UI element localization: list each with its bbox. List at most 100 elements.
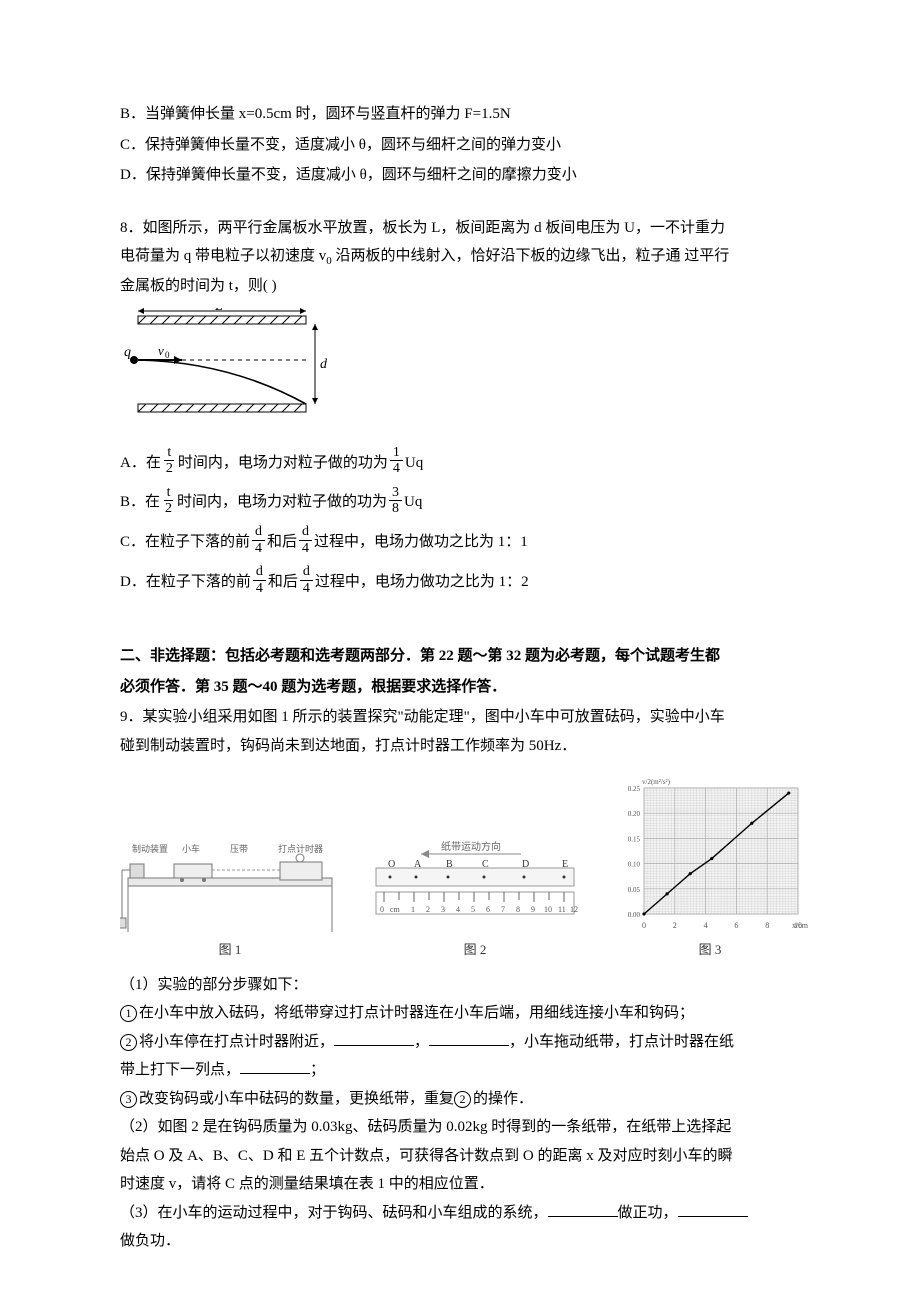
svg-text:0.20: 0.20 bbox=[628, 810, 641, 818]
svg-text:x/cm: x/cm bbox=[792, 921, 809, 930]
fraction: t2 bbox=[162, 485, 175, 517]
fraction: d4 bbox=[299, 524, 312, 556]
q8-option-a: A．在 t2 时间内，电场力对粒子做的功为 14 Uq bbox=[120, 447, 810, 479]
q8-intro-line2: 电荷量为 q 带电粒子以初速度 v0 沿两板的中线射入，恰好沿下板的边缘飞出，粒… bbox=[120, 242, 810, 272]
q9-intro-line2: 碰到制动装置时，钩码尚未到达地面，打点计时器工作频率为 50Hz． bbox=[120, 732, 810, 761]
q7-option-b: B．当弹簧伸长量 x=0.5cm 时，圆环与竖直杆的弹力 F=1.5N bbox=[120, 100, 810, 129]
q8-a-prefix: A．在 bbox=[120, 449, 161, 478]
q8-c-2: 和后 bbox=[267, 528, 297, 557]
q9-fig3: 02468100.000.050.100.150.200.25x/cmv/2(m… bbox=[610, 774, 810, 963]
q9-part3-line2: 做负功． bbox=[120, 1227, 810, 1256]
q8-b-prefix: B．在 bbox=[120, 488, 160, 517]
q9-step2-a: 将小车停在打点计时器附近， bbox=[139, 1034, 334, 1050]
fraction: 14 bbox=[390, 445, 403, 477]
svg-text:E: E bbox=[562, 859, 568, 870]
q9-step2-d: 带上打下一列点， bbox=[120, 1062, 240, 1078]
svg-text:7: 7 bbox=[501, 905, 505, 914]
q8-d-3: 过程中，电场力做功之比为 1：2 bbox=[315, 568, 529, 597]
svg-text:2: 2 bbox=[673, 921, 677, 930]
svg-text:L: L bbox=[214, 308, 223, 314]
q9-step3: 3改变钩码或小车中砝码的数量，更换纸带，重复2的操作． bbox=[120, 1085, 810, 1114]
q8-option-d: D．在粒子下落的前 d4 和后 d4 过程中，电场力做功之比为 1：2 bbox=[120, 566, 810, 598]
q9-figure-row: 制动装置 小车 压带 打点计时器 图 1 纸带运动方向 O A B C D E bbox=[120, 774, 810, 963]
q9-part2-line2: 始点 O 及 A、B、C、D 和 E 五个计数点，可获得各计数点到 O 的距离 … bbox=[120, 1142, 810, 1171]
q8-d-2: 和后 bbox=[268, 568, 298, 597]
q9-part3-1: （3）在小车的运动过程中，对于钩码、砝码和小车组成的系统， bbox=[120, 1205, 548, 1221]
svg-text:1: 1 bbox=[411, 905, 415, 914]
q8-b-tail: Uq bbox=[404, 488, 422, 517]
q8-intro-2a: 电荷量为 q 带电粒子以初速度 v bbox=[120, 248, 326, 264]
blank-field[interactable] bbox=[334, 1031, 414, 1046]
svg-text:0.25: 0.25 bbox=[628, 785, 641, 793]
q9-step1-text: 在小车中放入砝码，将纸带穿过打点计时器连在小车后端，用细线连接小车和钩码； bbox=[139, 1005, 694, 1021]
q9-step2-line2: 带上打下一列点， ； bbox=[120, 1056, 810, 1085]
q9-step3-a: 改变钩码或小车中砝码的数量，更换纸带，重复 bbox=[139, 1091, 454, 1107]
circled-2b: 2 bbox=[454, 1091, 471, 1108]
q8-d-1: D．在粒子下落的前 bbox=[120, 568, 251, 597]
svg-text:5: 5 bbox=[471, 905, 475, 914]
svg-text:0.05: 0.05 bbox=[628, 886, 641, 894]
fig3-caption: 图 3 bbox=[699, 938, 722, 963]
svg-text:10: 10 bbox=[544, 905, 552, 914]
svg-text:C: C bbox=[482, 859, 489, 870]
svg-text:v/2(m²/s²): v/2(m²/s²) bbox=[642, 778, 671, 786]
q8-figure: L q v 0 d bbox=[120, 308, 810, 437]
fraction: d4 bbox=[253, 564, 266, 596]
q8-intro-line3: 金属板的时间为 t，则( ) bbox=[120, 272, 810, 301]
svg-text:B: B bbox=[446, 859, 453, 870]
q9-part2-line1: （2）如图 2 是在钩码质量为 0.03kg、砝码质量为 0.02kg 时得到的… bbox=[120, 1113, 810, 1142]
fraction: d4 bbox=[300, 564, 313, 596]
svg-text:小车: 小车 bbox=[182, 843, 200, 854]
blank-field[interactable] bbox=[429, 1031, 509, 1046]
q9-part3-line1: （3）在小车的运动过程中，对于钩码、砝码和小车组成的系统， 做正功， bbox=[120, 1199, 810, 1228]
q9-step2-e: ； bbox=[310, 1062, 325, 1078]
svg-text:0.15: 0.15 bbox=[628, 835, 641, 843]
svg-text:cm: cm bbox=[390, 905, 401, 914]
blank-field[interactable] bbox=[678, 1202, 748, 1217]
q8-c-3: 过程中，电场力做功之比为 1：1 bbox=[314, 528, 528, 557]
q8-option-c: C．在粒子下落的前 d4 和后 d4 过程中，电场力做功之比为 1：1 bbox=[120, 526, 810, 558]
fig2-caption: 图 2 bbox=[464, 938, 487, 963]
q9-step2-b: ， bbox=[414, 1034, 429, 1050]
circled-3: 3 bbox=[120, 1091, 137, 1108]
svg-text:制动装置: 制动装置 bbox=[132, 843, 168, 854]
q8-intro-line1: 8．如图所示，两平行金属板水平放置，板长为 L，板间距离为 d 板间电压为 U，… bbox=[120, 214, 810, 243]
svg-text:8: 8 bbox=[765, 921, 769, 930]
svg-text:9: 9 bbox=[531, 905, 535, 914]
q9-step3-b: 的操作． bbox=[473, 1091, 533, 1107]
svg-text:d: d bbox=[320, 357, 328, 372]
svg-text:压带: 压带 bbox=[230, 844, 248, 854]
section2-header-line1: 二、非选择题：包括必考题和选考题两部分．第 22 题～第 32 题为必考题，每个… bbox=[120, 642, 810, 671]
svg-text:6: 6 bbox=[734, 921, 738, 930]
svg-text:4: 4 bbox=[704, 921, 708, 930]
blank-field[interactable] bbox=[548, 1202, 618, 1217]
svg-text:纸带运动方向: 纸带运动方向 bbox=[441, 840, 501, 853]
q9-step2-c: ，小车拖动纸带，打点计时器在纸 bbox=[509, 1034, 734, 1050]
blank-field[interactable] bbox=[240, 1059, 310, 1074]
q7-option-d: D．保持弹簧伸长量不变，适度减小 θ，圆环与细杆之间的摩擦力变小 bbox=[120, 161, 810, 190]
q8-a-tail: Uq bbox=[405, 449, 423, 478]
svg-text:2: 2 bbox=[426, 905, 430, 914]
svg-text:8: 8 bbox=[516, 905, 520, 914]
q8-intro-2b: 沿两板的中线射入，恰好沿下板的边缘飞出，粒子通 过平行 bbox=[332, 248, 730, 264]
svg-text:v: v bbox=[158, 343, 164, 358]
svg-text:11: 11 bbox=[558, 905, 566, 914]
q9-part2-line3: 时速度 v，请将 C 点的测量结果填在表 1 中的相应位置． bbox=[120, 1170, 810, 1199]
fraction: t2 bbox=[163, 445, 176, 477]
q9-part3-2: 做正功， bbox=[618, 1205, 678, 1221]
q9-step-header: （1）实验的部分步骤如下： bbox=[120, 971, 810, 1000]
q8-b-mid: 时间内，电场力对粒子做的功为 bbox=[177, 488, 387, 517]
svg-text:0.00: 0.00 bbox=[628, 911, 641, 919]
q9-step1: 1在小车中放入砝码，将纸带穿过打点计时器连在小车后端，用细线连接小车和钩码； bbox=[120, 999, 810, 1028]
svg-text:4: 4 bbox=[456, 905, 460, 914]
q8-c-1: C．在粒子下落的前 bbox=[120, 528, 250, 557]
svg-text:0: 0 bbox=[165, 350, 170, 360]
svg-text:O: O bbox=[388, 859, 395, 870]
section2-header-line2: 必须作答．第 35 题～40 题为选考题，根据要求选择作答． bbox=[120, 673, 810, 702]
fig1-caption: 图 1 bbox=[219, 938, 242, 963]
svg-text:0: 0 bbox=[642, 921, 646, 930]
svg-text:3: 3 bbox=[441, 905, 445, 914]
circled-2: 2 bbox=[120, 1034, 137, 1051]
circled-1: 1 bbox=[120, 1005, 137, 1022]
svg-text:q: q bbox=[124, 345, 131, 360]
